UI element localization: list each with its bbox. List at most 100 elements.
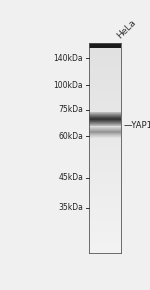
- FancyBboxPatch shape: [88, 145, 121, 146]
- FancyBboxPatch shape: [88, 52, 121, 53]
- FancyBboxPatch shape: [88, 172, 121, 173]
- FancyBboxPatch shape: [88, 127, 121, 128]
- FancyBboxPatch shape: [88, 184, 121, 185]
- FancyBboxPatch shape: [88, 242, 121, 243]
- FancyBboxPatch shape: [88, 114, 121, 115]
- FancyBboxPatch shape: [88, 227, 121, 228]
- FancyBboxPatch shape: [88, 166, 121, 167]
- FancyBboxPatch shape: [88, 251, 121, 252]
- FancyBboxPatch shape: [88, 128, 121, 129]
- FancyBboxPatch shape: [88, 160, 121, 161]
- Text: 35kDa: 35kDa: [58, 203, 83, 212]
- FancyBboxPatch shape: [88, 168, 121, 169]
- FancyBboxPatch shape: [88, 89, 121, 90]
- FancyBboxPatch shape: [88, 224, 121, 225]
- FancyBboxPatch shape: [88, 193, 121, 194]
- FancyBboxPatch shape: [88, 223, 121, 224]
- FancyBboxPatch shape: [88, 129, 121, 130]
- FancyBboxPatch shape: [88, 250, 121, 251]
- FancyBboxPatch shape: [88, 64, 121, 65]
- FancyBboxPatch shape: [88, 205, 121, 206]
- FancyBboxPatch shape: [88, 78, 121, 79]
- FancyBboxPatch shape: [88, 43, 121, 44]
- FancyBboxPatch shape: [88, 180, 121, 181]
- FancyBboxPatch shape: [88, 177, 121, 178]
- FancyBboxPatch shape: [88, 130, 121, 131]
- FancyBboxPatch shape: [88, 118, 121, 119]
- FancyBboxPatch shape: [88, 101, 121, 102]
- FancyBboxPatch shape: [88, 203, 121, 204]
- FancyBboxPatch shape: [88, 199, 121, 200]
- FancyBboxPatch shape: [88, 45, 121, 46]
- FancyBboxPatch shape: [88, 151, 121, 152]
- FancyBboxPatch shape: [88, 84, 121, 85]
- FancyBboxPatch shape: [88, 170, 121, 171]
- FancyBboxPatch shape: [88, 95, 121, 96]
- FancyBboxPatch shape: [88, 141, 121, 142]
- FancyBboxPatch shape: [88, 191, 121, 192]
- FancyBboxPatch shape: [88, 215, 121, 216]
- FancyBboxPatch shape: [88, 122, 121, 123]
- FancyBboxPatch shape: [88, 202, 121, 203]
- FancyBboxPatch shape: [88, 88, 121, 89]
- FancyBboxPatch shape: [88, 181, 121, 182]
- FancyBboxPatch shape: [88, 96, 121, 97]
- FancyBboxPatch shape: [88, 212, 121, 213]
- FancyBboxPatch shape: [88, 44, 121, 45]
- FancyBboxPatch shape: [88, 117, 121, 118]
- FancyBboxPatch shape: [88, 103, 121, 104]
- FancyBboxPatch shape: [88, 220, 121, 221]
- FancyBboxPatch shape: [88, 162, 121, 163]
- FancyBboxPatch shape: [88, 228, 121, 229]
- FancyBboxPatch shape: [88, 79, 121, 80]
- FancyBboxPatch shape: [88, 171, 121, 172]
- FancyBboxPatch shape: [88, 47, 121, 48]
- FancyBboxPatch shape: [88, 57, 121, 58]
- FancyBboxPatch shape: [88, 182, 121, 183]
- FancyBboxPatch shape: [88, 111, 121, 112]
- FancyBboxPatch shape: [88, 244, 121, 245]
- FancyBboxPatch shape: [88, 104, 121, 105]
- FancyBboxPatch shape: [88, 231, 121, 232]
- Text: 45kDa: 45kDa: [58, 173, 83, 182]
- FancyBboxPatch shape: [88, 56, 121, 57]
- FancyBboxPatch shape: [88, 194, 121, 195]
- FancyBboxPatch shape: [88, 152, 121, 153]
- FancyBboxPatch shape: [88, 245, 121, 246]
- FancyBboxPatch shape: [88, 87, 121, 88]
- FancyBboxPatch shape: [88, 208, 121, 209]
- FancyBboxPatch shape: [88, 232, 121, 233]
- Text: 60kDa: 60kDa: [58, 132, 83, 141]
- FancyBboxPatch shape: [88, 67, 121, 68]
- Text: 75kDa: 75kDa: [58, 105, 83, 114]
- FancyBboxPatch shape: [88, 187, 121, 188]
- FancyBboxPatch shape: [88, 69, 121, 70]
- FancyBboxPatch shape: [88, 179, 121, 180]
- FancyBboxPatch shape: [88, 243, 121, 244]
- FancyBboxPatch shape: [88, 249, 121, 250]
- FancyBboxPatch shape: [88, 73, 121, 74]
- FancyBboxPatch shape: [88, 246, 121, 247]
- FancyBboxPatch shape: [88, 169, 121, 170]
- FancyBboxPatch shape: [88, 115, 121, 116]
- FancyBboxPatch shape: [88, 157, 121, 158]
- FancyBboxPatch shape: [88, 198, 121, 199]
- FancyBboxPatch shape: [88, 71, 121, 72]
- FancyBboxPatch shape: [88, 80, 121, 81]
- FancyBboxPatch shape: [88, 206, 121, 207]
- FancyBboxPatch shape: [88, 147, 121, 148]
- FancyBboxPatch shape: [88, 226, 121, 227]
- FancyBboxPatch shape: [88, 94, 121, 95]
- FancyBboxPatch shape: [88, 116, 121, 117]
- FancyBboxPatch shape: [88, 77, 121, 78]
- FancyBboxPatch shape: [88, 146, 121, 147]
- FancyBboxPatch shape: [88, 105, 121, 106]
- FancyBboxPatch shape: [88, 54, 121, 55]
- FancyBboxPatch shape: [88, 119, 121, 120]
- FancyBboxPatch shape: [88, 176, 121, 177]
- FancyBboxPatch shape: [88, 97, 121, 98]
- FancyBboxPatch shape: [88, 134, 121, 135]
- FancyBboxPatch shape: [88, 132, 121, 133]
- FancyBboxPatch shape: [88, 106, 121, 107]
- Text: 100kDa: 100kDa: [54, 81, 83, 90]
